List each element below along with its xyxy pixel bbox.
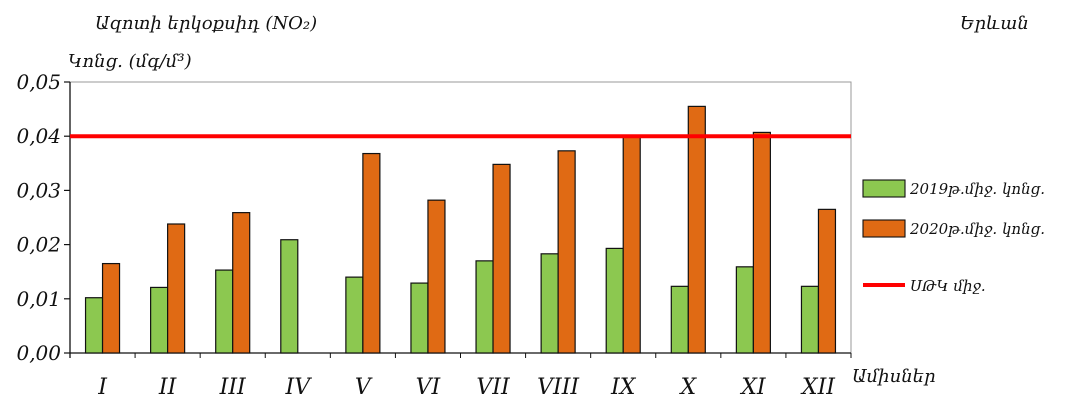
x-tick-label-VI: VI (416, 375, 442, 400)
chart-title: Ազոտի երկօքսիդ (NO₂) (95, 13, 317, 34)
legend-label-0: 2019թ.միջ. կոնց. (909, 180, 1045, 198)
x-tick-label-X: X (678, 375, 697, 400)
bar-2019-VIII (540, 253, 559, 354)
x-tick-label-IX: IX (610, 375, 637, 400)
location-label: Երևան (960, 13, 1029, 34)
bar-2020-III (232, 212, 251, 354)
legend-label-1: 2020թ.միջ. կոնց. (909, 220, 1045, 238)
y-tick-label-4: 0,04 (16, 124, 61, 148)
bar-2020-XI (752, 131, 771, 354)
x-tick-label-I: I (97, 375, 108, 400)
x-tick-label-III: III (219, 375, 247, 400)
plot-frame (69, 81, 852, 354)
x-tick-label-VII: VII (476, 375, 511, 400)
bar-2019-I (84, 297, 104, 354)
bar-2020-IX (622, 135, 641, 354)
bar-2019-II (150, 286, 169, 354)
y-tick-label-5: 0,05 (16, 70, 61, 94)
x-axis-label: Ամիսներ (852, 366, 936, 387)
x-tick-label-IV: IV (285, 375, 313, 400)
bar-2019-XII (800, 285, 820, 354)
bar-2019-III (215, 269, 234, 354)
x-tick-label-V: V (355, 375, 373, 400)
bar-2020-II (167, 223, 186, 354)
bar-2020-VII (492, 163, 511, 354)
x-tick-label-VIII: VIII (537, 375, 580, 400)
plot-area: 0,000,010,020,030,040,05I II III IV V VI VII VI… (16, 70, 852, 400)
y-tick-label-3: 0,03 (16, 178, 61, 202)
bar-2020-VI (427, 199, 446, 354)
y-tick-label-0: 0,00 (16, 341, 61, 365)
bar-2019-IX (605, 247, 624, 354)
bar-2020-VIII (557, 150, 576, 354)
bar-2020-XII (817, 208, 837, 354)
legend: 2019թ.միջ. կոնց. 2020թ.միջ. կոնց. ՍԹԿ միջ. (862, 179, 1045, 295)
legend-swatch-1 (862, 219, 906, 238)
y-tick-label-1: 0,01 (16, 287, 61, 311)
x-tick-label-XI: XI (739, 375, 767, 400)
y-axis-label: Կոնց. (մգ/մ³) (68, 51, 192, 72)
bar-2019-X (670, 285, 689, 354)
legend-label-2: ՍԹԿ միջ. (910, 277, 986, 295)
legend-swatch-0 (862, 179, 906, 198)
bar-2020-V (362, 152, 381, 354)
bar-2019-VII (475, 260, 494, 354)
bar-2020-I (101, 262, 121, 354)
bar-2019-IV (280, 239, 299, 354)
x-tick-label-II: II (158, 375, 178, 400)
bar-2019-V (345, 276, 364, 354)
bar-2019-VI (410, 282, 429, 354)
x-tick-label-XII: XII (800, 375, 836, 400)
bar-2020-X (687, 105, 706, 354)
bar-2019-XI (735, 266, 754, 354)
y-tick-label-2: 0,02 (16, 233, 61, 257)
